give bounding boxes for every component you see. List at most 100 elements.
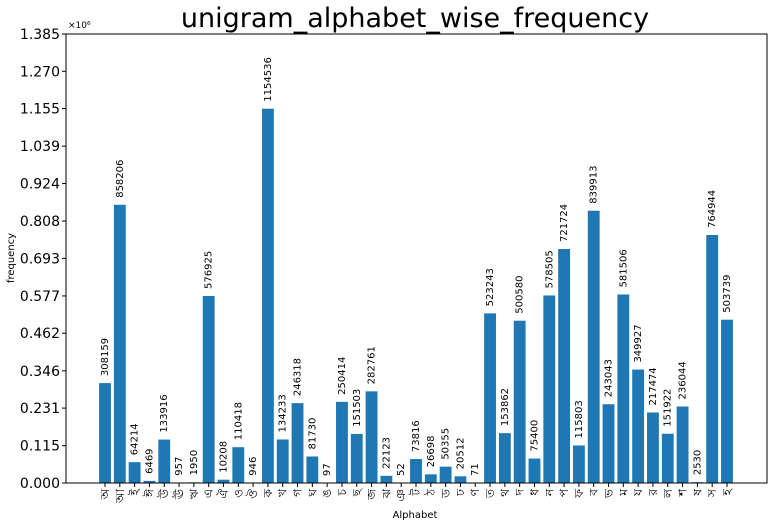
bar-value-label: 349927 xyxy=(633,324,644,362)
bar-value-label: 957 xyxy=(174,457,185,476)
bar xyxy=(587,210,600,483)
x-axis-label: Alphabet xyxy=(393,510,438,521)
y-tick-label: 0.924 xyxy=(20,176,60,192)
bar xyxy=(484,313,496,483)
bar xyxy=(528,458,541,483)
bar-value-label: 110418 xyxy=(233,402,244,440)
bar xyxy=(602,404,615,483)
bar xyxy=(706,235,719,483)
bar xyxy=(498,433,511,483)
bar xyxy=(158,439,171,483)
bar xyxy=(661,433,674,483)
bar xyxy=(558,249,571,483)
y-tick-label: 0.115 xyxy=(20,439,60,455)
y-tick-label: 1.270 xyxy=(20,64,60,80)
x-tick-label: ণ xyxy=(468,488,482,496)
bar-value-label: 246318 xyxy=(293,358,304,396)
x-tick-label: ল xyxy=(661,488,675,499)
bar xyxy=(543,295,556,483)
bar-value-label: 839913 xyxy=(589,166,600,204)
bar-value-label: 81730 xyxy=(307,418,318,450)
x-tick-label: ষ xyxy=(690,489,704,497)
bar xyxy=(306,456,319,483)
bar xyxy=(365,391,378,483)
x-tick-label: চ xyxy=(335,488,349,496)
bar xyxy=(676,406,689,483)
x-tick-label: ড xyxy=(439,489,453,499)
bar xyxy=(439,466,452,483)
bar-value-label: 26698 xyxy=(426,436,437,468)
y-axis-ticks: 0.000 0.115 0.231 0.346 0.462 0.577 0.693 0.808… xyxy=(20,27,66,492)
bar-value-label: 71 xyxy=(470,463,481,476)
bar-value-label: 75400 xyxy=(529,420,540,452)
bar-value-label: 153862 xyxy=(500,388,511,426)
plot-area-frame xyxy=(65,33,768,484)
bar xyxy=(617,294,630,483)
bar-value-label: 115803 xyxy=(574,400,585,438)
bar-value-label: 523243 xyxy=(485,268,496,306)
x-tick-label: অ xyxy=(98,488,112,500)
x-tick-label: ঊ xyxy=(172,488,186,500)
x-tick-label: এ xyxy=(202,489,216,498)
y-tick-label: 1.385 xyxy=(20,27,60,43)
bar-value-label: 2530 xyxy=(692,450,703,475)
bar xyxy=(113,204,126,483)
x-tick-label: ঙ xyxy=(320,489,334,498)
x-tick-label: ভ xyxy=(602,488,616,499)
y-tick-label: 0.346 xyxy=(20,364,60,380)
bar-value-label: 764944 xyxy=(707,190,718,228)
x-tick-label: শ xyxy=(676,488,690,497)
x-tick-label: য xyxy=(631,488,645,497)
x-tick-label: স xyxy=(705,488,719,498)
bar xyxy=(454,476,467,483)
bar-value-label: 581506 xyxy=(618,249,629,287)
bar-value-label: 1950 xyxy=(189,450,200,475)
x-tick-label: ঋ xyxy=(187,488,201,499)
x-tick-label: ঢ xyxy=(453,489,467,497)
x-tick-label: থ xyxy=(498,489,512,497)
x-tick-label: ট xyxy=(409,489,423,497)
x-tick-label: ঠ xyxy=(424,488,438,496)
x-tick-label: ম xyxy=(616,489,630,497)
x-tick-label: ঝ xyxy=(379,488,393,499)
bar xyxy=(232,447,245,483)
bar xyxy=(632,369,645,483)
bar-value-label: 10208 xyxy=(218,441,229,473)
y-tick-label: 0.693 xyxy=(20,251,60,267)
x-tick-label: প xyxy=(557,488,571,497)
bar-value-label: 503739 xyxy=(722,275,733,313)
x-tick-label: ঘ xyxy=(305,488,319,497)
bar-value-label: 97 xyxy=(322,463,333,476)
bar xyxy=(202,295,215,483)
bar xyxy=(291,403,304,483)
bar-value-label: 52 xyxy=(396,463,407,476)
bar xyxy=(261,108,274,484)
bar xyxy=(572,445,585,483)
x-tick-label: ফ xyxy=(572,489,586,499)
bar-value-label: 308159 xyxy=(100,338,111,376)
bar xyxy=(647,412,659,483)
x-tick-label: র xyxy=(646,489,660,497)
bars-group xyxy=(99,108,733,484)
y-axis-multiplier-label: ×10⁶ xyxy=(68,21,91,31)
bar-value-label: 133916 xyxy=(159,394,170,432)
bar-value-label: 22123 xyxy=(381,437,392,469)
bar-value-label: 243043 xyxy=(604,359,615,397)
x-tick-label: ঈ xyxy=(142,489,156,498)
bar-value-label: 50355 xyxy=(441,428,452,460)
x-tick-label: ত xyxy=(483,488,497,499)
bar-value-label: 151922 xyxy=(663,389,674,427)
x-tick-label: ই xyxy=(128,488,142,496)
bar xyxy=(99,383,111,483)
x-tick-label: দ xyxy=(513,488,527,496)
y-tick-label: 0.577 xyxy=(20,289,60,305)
bar xyxy=(380,475,393,483)
bar-value-label: 64214 xyxy=(130,423,141,455)
bar xyxy=(143,480,156,483)
x-tick-label: হ xyxy=(720,488,734,496)
x-tick-label: ছ xyxy=(350,488,364,497)
x-tick-label: গ xyxy=(291,488,305,497)
bar-value-label: 236044 xyxy=(678,361,689,399)
